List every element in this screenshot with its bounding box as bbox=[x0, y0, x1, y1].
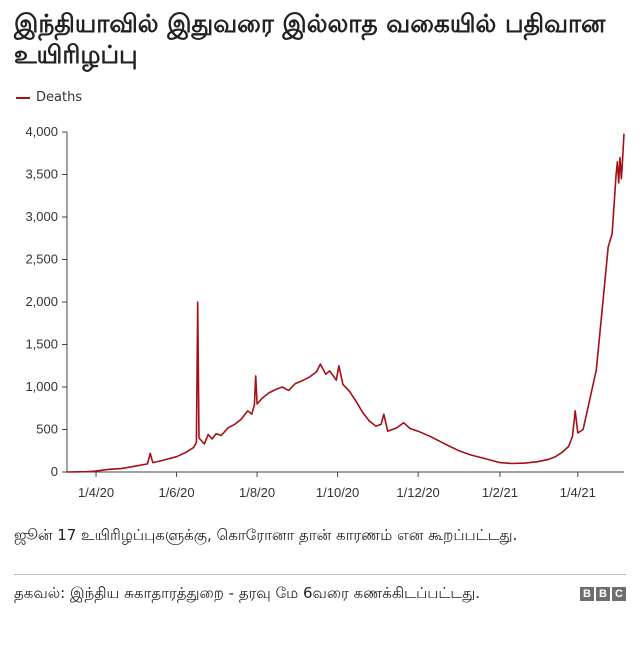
y-tick-label: 0 bbox=[51, 464, 58, 479]
legend-swatch bbox=[16, 96, 30, 99]
x-tick-label: 1/6/20 bbox=[158, 485, 194, 500]
legend: Deaths bbox=[16, 90, 82, 105]
y-tick-label: 3,000 bbox=[25, 209, 58, 224]
y-tick-label: 1,500 bbox=[25, 337, 58, 352]
x-tick-label: 1/12/20 bbox=[396, 485, 439, 500]
y-tick-label: 4,000 bbox=[25, 124, 58, 139]
bbc-logo-letter-b1: B bbox=[580, 587, 594, 601]
y-tick-label: 2,000 bbox=[25, 294, 58, 309]
y-tick-label: 2,500 bbox=[25, 252, 58, 267]
line-chart: 0 500 1,000 1,500 2,000 2,500 3,000 3,500 4,000 1… bbox=[25, 124, 625, 500]
bbc-logo-letter-c: C bbox=[612, 587, 626, 601]
x-tick-label: 1/4/21 bbox=[560, 485, 596, 500]
x-tick-label: 1/8/20 bbox=[239, 485, 275, 500]
legend-label-deaths: Deaths bbox=[36, 90, 83, 105]
y-tick-label: 3,500 bbox=[25, 167, 58, 182]
series-line-deaths bbox=[66, 133, 625, 473]
chart-title: இந்தியாவில் இதுவரை இல்லாத வகையில் பதிவான… bbox=[14, 9, 606, 69]
chart-note: ஜூன் 17 உயிரிழப்புகளுக்கு, கொரோனா தான் க… bbox=[14, 526, 518, 544]
x-tick-label: 1/10/20 bbox=[316, 485, 359, 500]
divider bbox=[14, 574, 626, 575]
source-note: தகவல்: இந்திய சுகாதாரத்துறை - தரவு மே 6வ… bbox=[14, 584, 481, 602]
y-tick-label: 500 bbox=[36, 422, 58, 437]
bbc-logo: B B C bbox=[580, 587, 626, 601]
x-tick-label: 1/2/21 bbox=[482, 485, 518, 500]
x-tick-label: 1/4/20 bbox=[78, 485, 114, 500]
bbc-logo-letter-b2: B bbox=[596, 587, 610, 601]
y-tick-label: 1,000 bbox=[25, 379, 58, 394]
